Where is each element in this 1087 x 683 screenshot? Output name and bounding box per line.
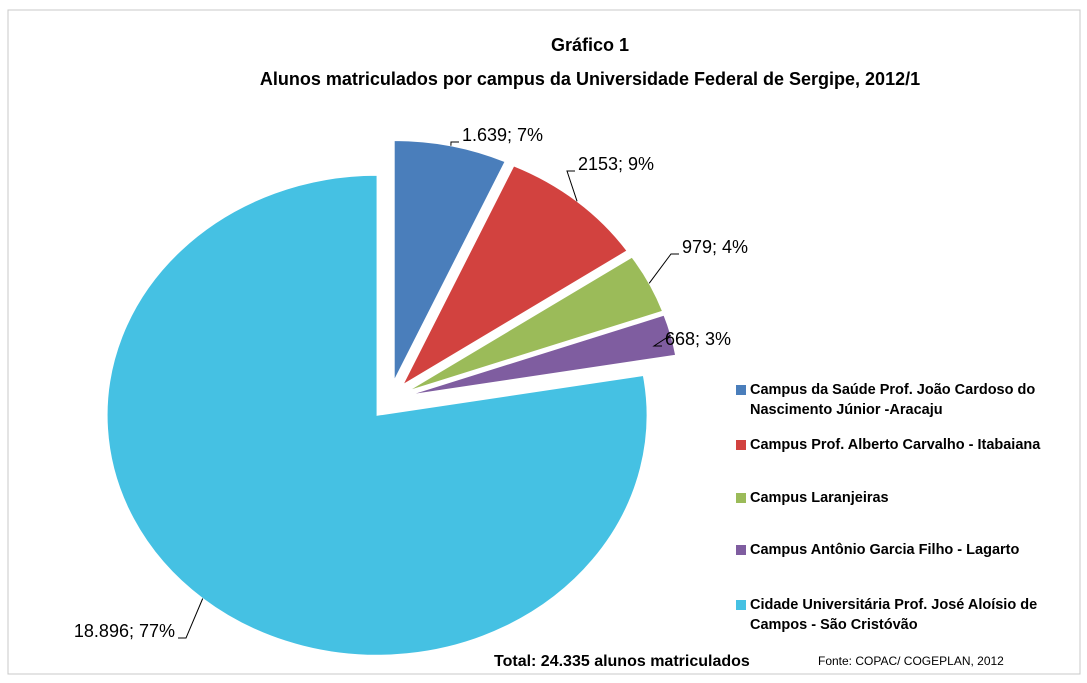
leader-line: [648, 253, 679, 284]
data-label: 18.896; 77%: [74, 621, 175, 641]
legend-entry: Cidade Universitária Prof. José Aloísio …: [736, 595, 1075, 635]
leader-line: [178, 598, 204, 639]
legend-label: Cidade Universitária Prof. José Aloísio …: [750, 597, 1038, 633]
leader-line: [566, 170, 578, 202]
data-label: 1.639; 7%: [462, 125, 543, 145]
legend-entry: Campus Antônio Garcia Filho - Lagarto: [736, 540, 1075, 560]
chart-title: Gráfico 1: [551, 35, 629, 55]
legend-swatch: [736, 545, 746, 555]
legend-entry: Campus da Saúde Prof. João Cardoso do Na…: [736, 380, 1075, 420]
chart-subtitle: Alunos matriculados por campus da Univer…: [260, 69, 920, 89]
data-label: 2153; 9%: [578, 154, 654, 174]
leader-line: [450, 141, 459, 146]
legend-swatch: [736, 440, 746, 450]
legend-label: Campus Prof. Alberto Carvalho - Itabaian…: [750, 437, 1041, 453]
legend-label: Campus Laranjeiras: [750, 490, 889, 506]
legend-swatch: [736, 385, 746, 395]
legend-entry: Campus Laranjeiras: [736, 488, 1075, 508]
data-label: 668; 3%: [665, 329, 731, 349]
pie-slice: [407, 256, 664, 392]
pie-slice: [401, 165, 628, 387]
leader-line: [652, 334, 672, 347]
source-note: Fonte: COPAC/ COGEPLAN, 2012: [818, 654, 1004, 668]
legend-entry: Campus Prof. Alberto Carvalho - Itabaian…: [736, 435, 1075, 455]
data-label: 979; 4%: [682, 237, 748, 257]
pie-slice: [106, 174, 648, 656]
legend-swatch: [736, 493, 746, 503]
total-note: Total: 24.335 alunos matriculados: [494, 653, 750, 670]
legend-label: Campus da Saúde Prof. João Cardoso do Na…: [750, 382, 1036, 418]
pie-slice: [393, 139, 506, 381]
legend-label: Campus Antônio Garcia Filho - Lagarto: [750, 542, 1020, 558]
legend-swatch: [736, 600, 746, 610]
